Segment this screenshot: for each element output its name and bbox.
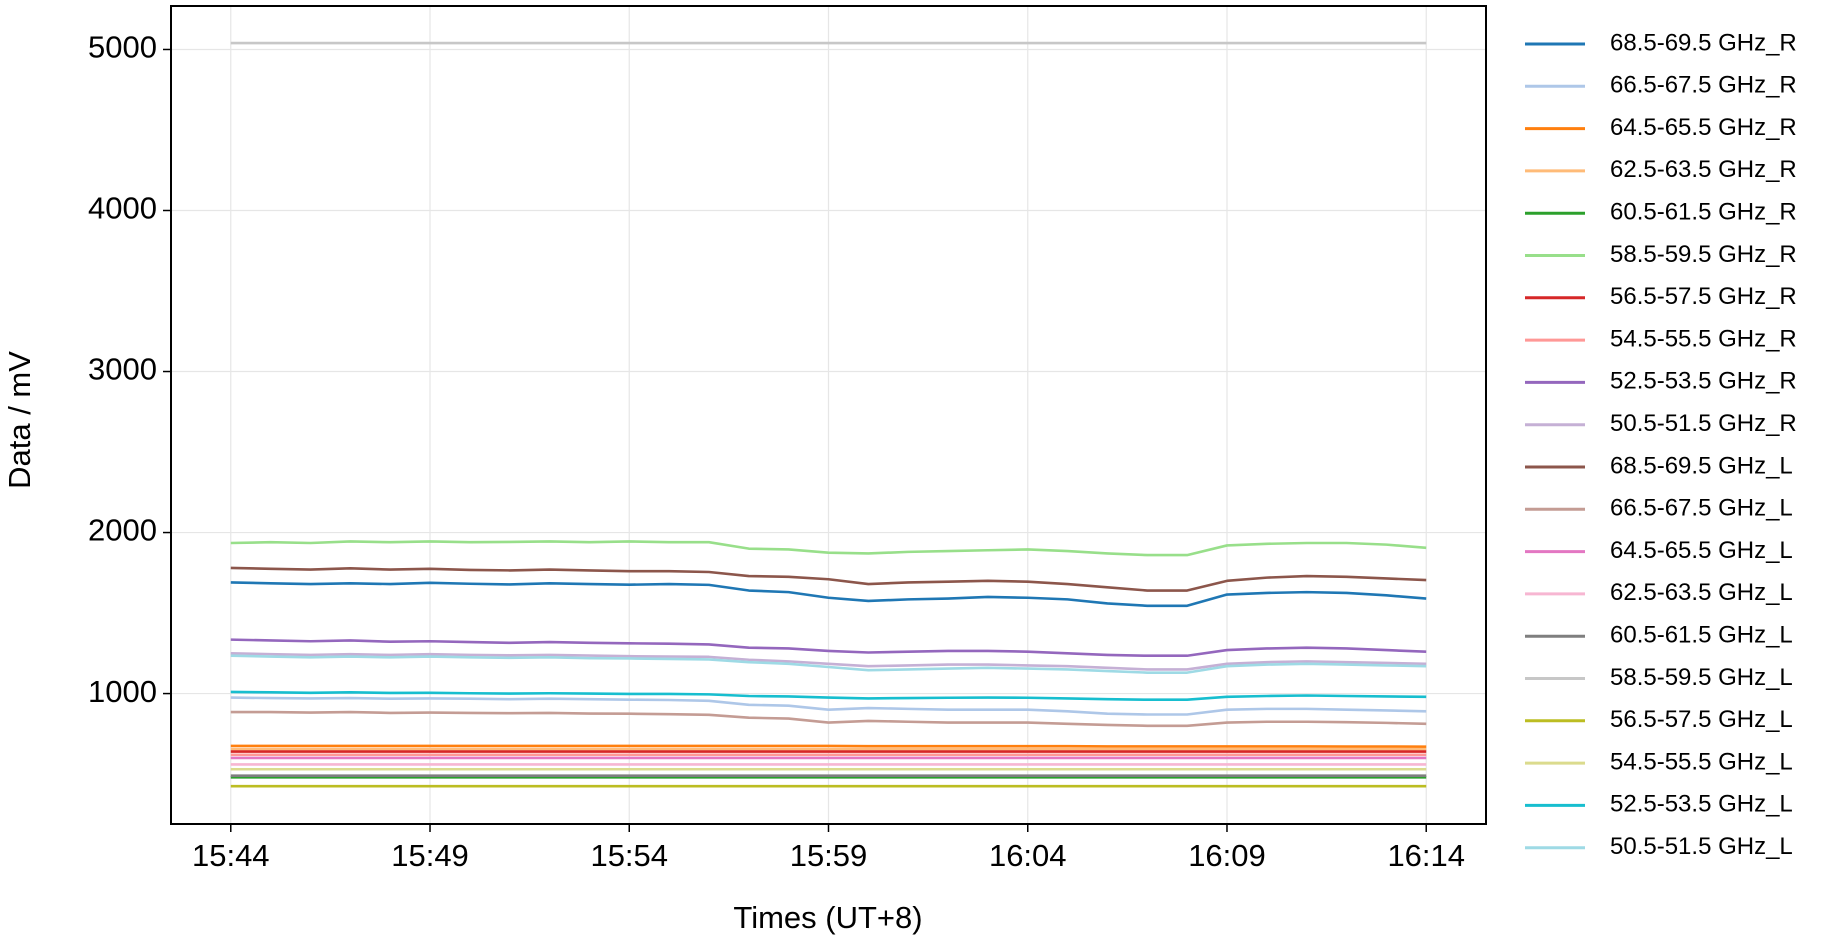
legend-label: 54.5-55.5 GHz_L	[1610, 748, 1793, 775]
legend-label: 58.5-59.5 GHz_L	[1610, 664, 1793, 691]
legend-label: 52.5-53.5 GHz_R	[1610, 368, 1797, 395]
legend-label: 54.5-55.5 GHz_R	[1610, 325, 1797, 352]
x-tick-label: 15:49	[391, 838, 469, 873]
legend-label: 50.5-51.5 GHz_L	[1610, 833, 1793, 860]
legend-label: 66.5-67.5 GHz_L	[1610, 495, 1793, 522]
series-line	[230, 638, 1427, 658]
series-line	[230, 696, 1427, 716]
legend-label: 56.5-57.5 GHz_R	[1610, 283, 1797, 310]
legend-label: 62.5-63.5 GHz_L	[1610, 579, 1793, 606]
series-line	[230, 710, 1427, 728]
legend-label: 60.5-61.5 GHz_R	[1610, 199, 1797, 226]
x-tick-label: 15:44	[192, 838, 270, 873]
series-line	[230, 566, 1427, 592]
legend-label: 68.5-69.5 GHz_R	[1610, 29, 1797, 56]
legend-label: 66.5-67.5 GHz_R	[1610, 72, 1797, 99]
x-tick-label: 15:54	[590, 838, 668, 873]
x-tick-label: 16:04	[989, 838, 1067, 873]
plot-frame	[170, 5, 1487, 825]
x-tick-label: 15:59	[790, 838, 868, 873]
series-line	[230, 690, 1427, 701]
legend-label: 64.5-65.5 GHz_L	[1610, 537, 1793, 564]
legend-label: 64.5-65.5 GHz_R	[1610, 114, 1797, 141]
y-tick-label: 3000	[88, 352, 157, 387]
legend-label: 56.5-57.5 GHz_L	[1610, 706, 1793, 733]
legend-label: 52.5-53.5 GHz_L	[1610, 791, 1793, 818]
series-line	[230, 581, 1427, 608]
x-tick-label: 16:14	[1387, 838, 1465, 873]
legend-label: 58.5-59.5 GHz_R	[1610, 241, 1797, 268]
y-tick-label: 4000	[88, 191, 157, 226]
series-line	[230, 652, 1427, 671]
x-axis-label: Times (UT+8)	[733, 900, 922, 935]
y-axis-label: Data / mV	[2, 351, 37, 489]
series-line	[230, 540, 1427, 557]
x-tick-label: 16:09	[1188, 838, 1266, 873]
legend-label: 62.5-63.5 GHz_R	[1610, 156, 1797, 183]
legend-label: 50.5-51.5 GHz_R	[1610, 410, 1797, 437]
legend-label: 60.5-61.5 GHz_L	[1610, 622, 1793, 649]
y-tick-label: 2000	[88, 513, 157, 548]
y-tick-label: 1000	[88, 674, 157, 709]
series-line	[230, 744, 1427, 749]
legend-label: 68.5-69.5 GHz_L	[1610, 452, 1793, 479]
y-tick-label: 5000	[88, 30, 157, 65]
series-line	[230, 654, 1427, 674]
